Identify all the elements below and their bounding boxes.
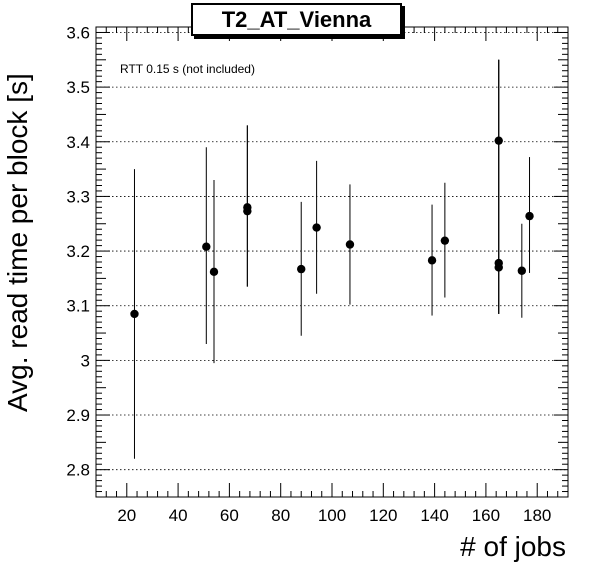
data-points: [130, 59, 534, 459]
data-point: [209, 267, 219, 277]
chart-title: T2_AT_Vienna: [191, 3, 402, 36]
x-tick-label: 20: [117, 506, 136, 525]
x-axis-ticks: 20 40 60 80 100 120 140 160 180: [95, 27, 569, 525]
y-tick-label: 3.3: [66, 187, 90, 206]
data-point: [297, 264, 306, 274]
y-tick-label: 3: [81, 351, 90, 370]
y-tick-label: 2.9: [66, 406, 90, 425]
x-tick-label: 140: [420, 506, 448, 525]
y-tick-label: 3.2: [66, 242, 90, 261]
data-point: [440, 236, 450, 245]
x-tick-label: 40: [169, 506, 188, 525]
y-tick-label: 3.4: [66, 133, 90, 152]
data-point: [202, 242, 211, 251]
y-axis-title: Avg. read time per block [s]: [2, 73, 33, 412]
y-tick-label: 3.1: [66, 297, 90, 316]
y-tick-label: 2.8: [66, 461, 90, 480]
data-point: [517, 266, 527, 275]
y-tick-label: 3.6: [66, 23, 90, 42]
data-point: [345, 240, 355, 249]
data-point: [312, 223, 321, 232]
x-tick-label: 160: [472, 506, 500, 525]
x-axis-title: # of jobs: [460, 531, 566, 562]
x-tick-label: 80: [271, 506, 290, 525]
data-point: [494, 263, 503, 272]
data-point: [243, 206, 252, 216]
x-tick-label: 100: [318, 506, 346, 525]
y-axis-ticks: 2.8 2.9 3 3.1 3.2 3.3 3.4 3.5 3.6: [66, 23, 568, 498]
y-tick-label: 3.5: [66, 78, 90, 97]
x-tick-label: 60: [220, 506, 239, 525]
data-point: [525, 211, 534, 221]
x-tick-label: 180: [523, 506, 551, 525]
y-grid: [96, 32, 568, 471]
data-point: [427, 256, 437, 265]
data-point: [130, 309, 139, 319]
x-tick-label: 120: [369, 506, 397, 525]
annotation-text: RTT 0.15 s (not included): [120, 62, 255, 76]
